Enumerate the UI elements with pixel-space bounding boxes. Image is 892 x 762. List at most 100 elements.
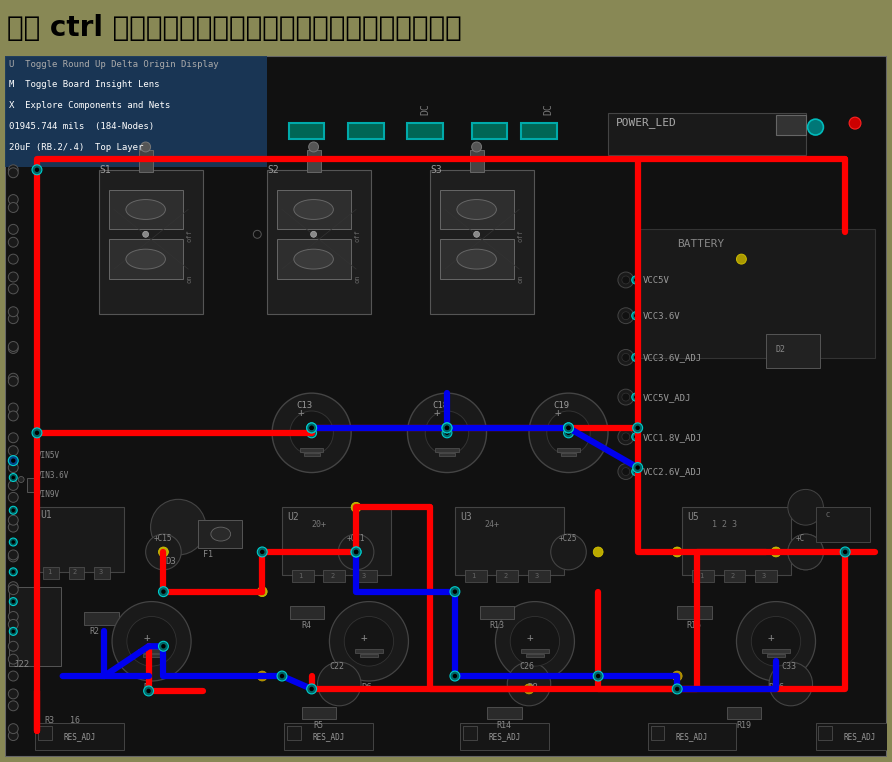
Bar — [348, 123, 384, 139]
Circle shape — [310, 687, 314, 691]
Bar — [284, 722, 373, 751]
Text: U5: U5 — [687, 512, 698, 522]
Bar — [692, 570, 714, 581]
Circle shape — [9, 568, 17, 576]
Bar — [439, 453, 455, 456]
Circle shape — [450, 587, 460, 597]
Text: +: + — [144, 633, 150, 643]
Text: D3: D3 — [165, 557, 176, 566]
Circle shape — [673, 547, 682, 557]
Circle shape — [737, 255, 747, 264]
Circle shape — [618, 389, 633, 405]
Circle shape — [445, 431, 450, 435]
Text: 24+: 24+ — [484, 520, 500, 529]
Circle shape — [8, 642, 18, 652]
Circle shape — [8, 376, 18, 386]
Bar — [282, 507, 391, 575]
Circle shape — [161, 644, 166, 648]
Circle shape — [632, 423, 642, 433]
Circle shape — [849, 117, 861, 129]
Text: BATTERY: BATTERY — [677, 239, 724, 249]
Bar — [85, 612, 119, 626]
Text: VCC1.8V_ADJ: VCC1.8V_ADJ — [642, 433, 702, 442]
Bar — [455, 507, 564, 575]
Bar — [109, 190, 183, 229]
Bar — [69, 567, 85, 579]
Circle shape — [260, 549, 264, 554]
Circle shape — [550, 534, 586, 570]
Circle shape — [151, 499, 206, 555]
Circle shape — [351, 547, 361, 557]
Circle shape — [8, 689, 18, 699]
Circle shape — [596, 674, 600, 678]
Circle shape — [632, 276, 640, 284]
Text: J22: J22 — [13, 660, 29, 669]
Text: VCC5V: VCC5V — [642, 276, 670, 285]
Circle shape — [634, 469, 638, 473]
Text: off: off — [517, 229, 523, 242]
Circle shape — [8, 344, 18, 354]
Text: RES_ADJ: RES_ADJ — [63, 732, 95, 741]
Circle shape — [8, 731, 18, 741]
Circle shape — [8, 724, 18, 734]
Bar — [819, 725, 832, 740]
Text: R4: R4 — [301, 622, 311, 630]
Circle shape — [338, 534, 374, 570]
Circle shape — [442, 423, 452, 433]
Circle shape — [8, 341, 18, 351]
Ellipse shape — [457, 249, 496, 269]
Circle shape — [622, 433, 630, 440]
Circle shape — [566, 426, 571, 430]
Text: F1: F1 — [203, 550, 213, 559]
Circle shape — [8, 224, 18, 234]
Circle shape — [618, 350, 633, 365]
Bar — [324, 570, 345, 581]
Circle shape — [8, 272, 18, 282]
Text: 3: 3 — [98, 568, 103, 575]
Text: +: + — [526, 633, 533, 643]
Circle shape — [8, 307, 18, 317]
Text: 2: 2 — [731, 573, 735, 579]
Circle shape — [807, 119, 823, 135]
Text: on: on — [186, 274, 192, 283]
Circle shape — [564, 428, 574, 438]
Text: 01945.744 mils  (184-Nodes): 01945.744 mils (184-Nodes) — [9, 122, 154, 131]
Circle shape — [8, 463, 18, 472]
Bar — [648, 722, 737, 751]
Text: on: on — [517, 274, 523, 283]
Text: 2: 2 — [330, 573, 334, 579]
Bar — [435, 448, 458, 452]
Circle shape — [12, 570, 15, 574]
Circle shape — [472, 142, 482, 152]
Circle shape — [8, 612, 18, 622]
Circle shape — [564, 423, 574, 433]
Bar — [460, 722, 549, 751]
Bar — [815, 722, 892, 751]
Text: 1: 1 — [472, 573, 475, 579]
Text: C13: C13 — [297, 401, 313, 410]
Circle shape — [35, 431, 39, 435]
Circle shape — [35, 168, 39, 172]
Text: R2: R2 — [89, 627, 99, 636]
Bar — [526, 655, 544, 657]
Text: +: + — [555, 408, 561, 418]
Circle shape — [632, 433, 640, 440]
Text: RES_ADJ: RES_ADJ — [676, 732, 708, 741]
Circle shape — [8, 373, 18, 383]
Circle shape — [307, 423, 317, 433]
Bar — [677, 606, 712, 620]
Circle shape — [18, 476, 24, 482]
Bar — [301, 707, 336, 719]
Text: +: + — [360, 633, 368, 643]
Bar — [440, 190, 514, 229]
Circle shape — [8, 446, 18, 456]
Circle shape — [622, 468, 630, 475]
Circle shape — [8, 581, 18, 591]
Circle shape — [634, 314, 638, 318]
Text: U2: U2 — [287, 512, 299, 522]
Bar — [277, 239, 351, 279]
Circle shape — [307, 423, 317, 433]
Text: +: + — [434, 408, 440, 418]
Bar — [355, 570, 376, 581]
Circle shape — [632, 463, 642, 472]
